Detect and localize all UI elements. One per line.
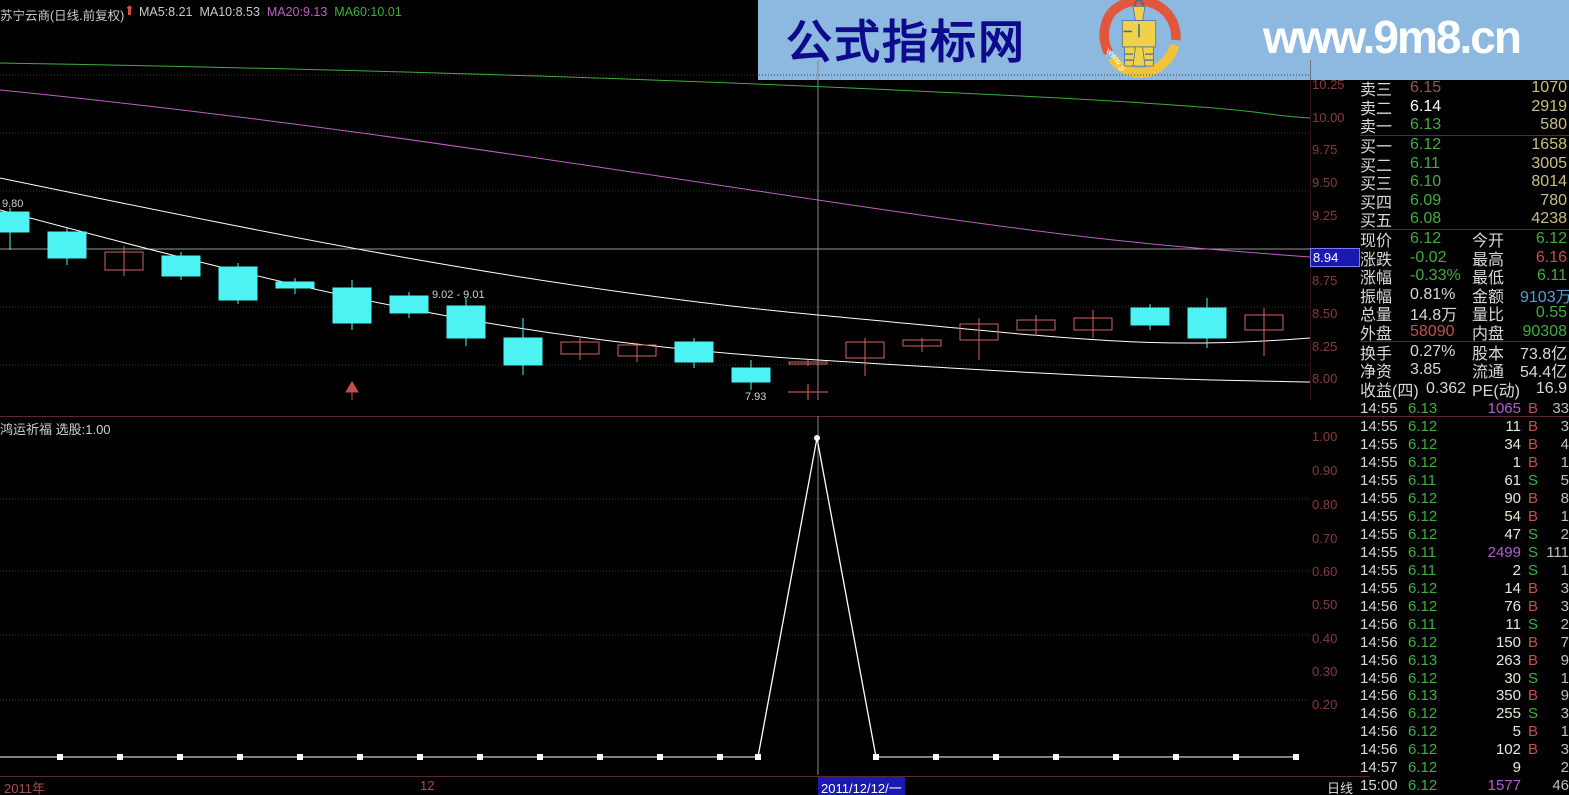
svg-text:7.93: 7.93 xyxy=(745,391,766,400)
svg-text:9.02 - 9.01: 9.02 - 9.01 xyxy=(432,289,485,301)
svg-text:9.80: 9.80 xyxy=(2,198,23,210)
